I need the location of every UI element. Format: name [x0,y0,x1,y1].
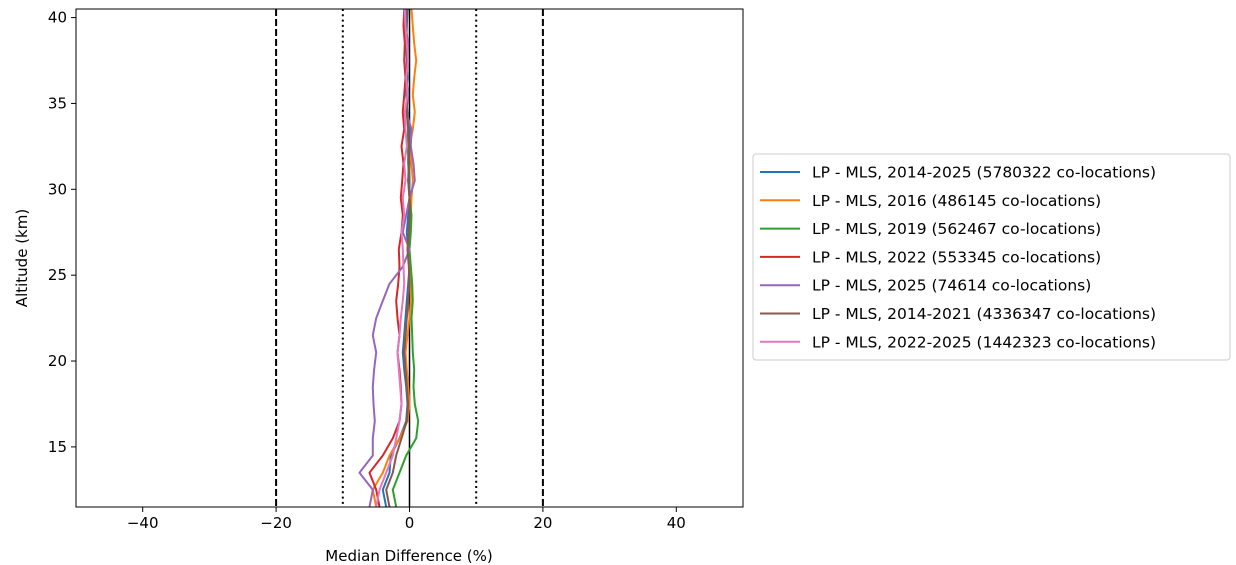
legend-label: LP - MLS, 2022 (553345 co-locations) [812,248,1101,266]
legend-label: LP - MLS, 2014-2021 (4336347 co-location… [812,305,1156,323]
y-tick-label: 30 [48,180,67,198]
x-axis-label: Median Difference (%) [325,547,492,565]
legend-label: LP - MLS, 2025 (74614 co-locations) [812,277,1091,295]
legend-label: LP - MLS, 2014-2025 (5780322 co-location… [812,164,1156,182]
y-tick-label: 15 [48,438,67,456]
x-axis-ticks: −40 −20 0 20 40 [127,507,686,532]
legend-label: LP - MLS, 2019 (562467 co-locations) [812,220,1101,238]
legend: LP - MLS, 2014-2025 (5780322 co-location… [752,153,1231,361]
y-tick-label: 40 [48,9,67,27]
x-tick-label: −20 [260,514,292,532]
y-axis-ticks: 15 20 25 30 35 40 [48,9,76,456]
series-lines [358,9,420,507]
y-tick-label: 35 [48,94,67,112]
x-tick-label: 20 [533,514,552,532]
y-tick-label: 25 [48,266,67,284]
legend-frame [752,153,1231,361]
x-tick-label: 40 [667,514,686,532]
series-line-7 [375,9,410,507]
legend-label: LP - MLS, 2016 (486145 co-locations) [812,192,1101,210]
y-tick-label: 20 [48,352,67,370]
legend-label: LP - MLS, 2022-2025 (1442323 co-location… [812,333,1156,351]
series-line-4 [368,9,407,507]
y-axis-label: Altitude (km) [13,209,31,307]
x-tick-label: 0 [405,514,415,532]
x-tick-label: −40 [127,514,159,532]
